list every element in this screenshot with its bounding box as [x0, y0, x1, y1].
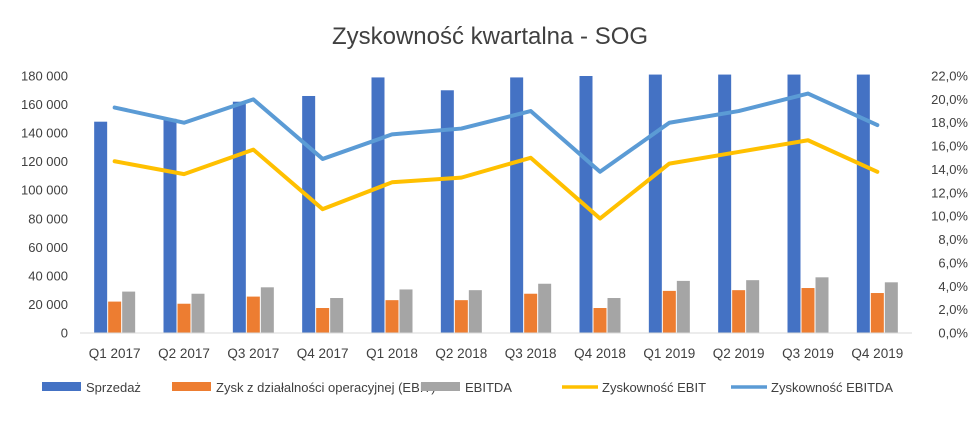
bar-ebitda — [607, 298, 621, 333]
bar-zysk-z-dzia-alno-ci-operacyjnej-ebit- — [108, 301, 122, 333]
category-label: Q1 2017 — [89, 346, 141, 361]
bar-zysk-z-dzia-alno-ci-operacyjnej-ebit- — [385, 300, 399, 333]
bar-ebitda — [746, 280, 760, 333]
legend-label: EBITDA — [465, 380, 512, 395]
right-tick-label: 6,0% — [938, 255, 968, 270]
bar-ebitda — [399, 289, 413, 333]
bar-ebitda — [260, 287, 274, 333]
bar-sprzeda- — [371, 77, 385, 333]
left-tick-label: 60 000 — [28, 240, 68, 255]
bar-zysk-z-dzia-alno-ci-operacyjnej-ebit- — [662, 290, 676, 333]
bar-ebitda — [676, 280, 690, 333]
bar-zysk-z-dzia-alno-ci-operacyjnej-ebit- — [454, 300, 468, 333]
right-tick-label: 10,0% — [931, 209, 968, 224]
chart-title: Zyskowność kwartalna - SOG — [332, 23, 648, 50]
bar-ebitda — [122, 291, 136, 333]
left-tick-label: 160 000 — [21, 97, 68, 112]
bar-sprzeda- — [163, 118, 177, 333]
line-zyskowno-ebitda — [112, 91, 880, 174]
category-label: Q1 2019 — [643, 346, 695, 361]
right-tick-label: 16,0% — [931, 139, 968, 154]
bar-zysk-z-dzia-alno-ci-operacyjnej-ebit- — [316, 308, 330, 333]
legend-label: Sprzedaż — [86, 380, 141, 395]
category-label: Q2 2018 — [435, 346, 487, 361]
bar-ebitda — [468, 290, 482, 333]
right-tick-label: 18,0% — [931, 115, 968, 130]
bar-sprzeda- — [510, 77, 524, 333]
legend-swatch — [42, 382, 81, 391]
bar-zysk-z-dzia-alno-ci-operacyjnej-ebit- — [593, 308, 607, 333]
left-tick-label: 180 000 — [21, 69, 68, 84]
legend-label: Zysk z działalności operacyjnej (EBIT) — [216, 380, 436, 395]
category-label: Q4 2018 — [574, 346, 626, 361]
left-tick-label: 0 — [61, 326, 68, 341]
bar-ebitda — [538, 283, 552, 333]
category-label: Q3 2018 — [505, 346, 557, 361]
bar-sprzeda- — [232, 101, 246, 333]
left-tick-label: 40 000 — [28, 268, 68, 283]
right-tick-label: 14,0% — [931, 162, 968, 177]
legend-swatch — [172, 382, 211, 391]
right-tick-label: 0,0% — [938, 326, 968, 341]
bar-sprzeda- — [440, 90, 454, 334]
category-label: Q2 2017 — [158, 346, 210, 361]
left-tick-label: 140 000 — [21, 126, 68, 141]
bar-zysk-z-dzia-alno-ci-operacyjnej-ebit- — [177, 303, 191, 333]
bar-ebitda — [815, 277, 829, 333]
left-tick-label: 120 000 — [21, 154, 68, 169]
bar-sprzeda- — [94, 121, 108, 333]
bar-ebitda — [884, 282, 898, 333]
right-tick-label: 20,0% — [931, 92, 968, 107]
bar-sprzeda- — [302, 95, 316, 333]
right-axis: 0,0% 2,0% 4,0% 6,0% 8,0% 10,0% 12,0% 14,0% 16,0%… — [931, 69, 968, 341]
category-label: Q4 2017 — [297, 346, 349, 361]
bar-zysk-z-dzia-alno-ci-operacyjnej-ebit- — [801, 288, 815, 333]
legend-label: Zyskowność EBITDA — [771, 380, 893, 395]
right-tick-label: 8,0% — [938, 232, 968, 247]
category-label: Q2 2019 — [713, 346, 765, 361]
left-tick-label: 80 000 — [28, 211, 68, 226]
right-tick-label: 2,0% — [938, 302, 968, 317]
bar-sprzeda- — [648, 74, 662, 334]
category-labels: Q1 2017 Q2 2017 Q3 2017 Q4 2017 Q1 2018 Q2 20… — [89, 346, 903, 361]
left-tick-label: 100 000 — [21, 183, 68, 198]
bar-sprzeda- — [787, 74, 801, 334]
left-tick-label: 20 000 — [28, 297, 68, 312]
right-tick-label: 4,0% — [938, 279, 968, 294]
bar-sprzeda- — [718, 74, 732, 334]
bar-zysk-z-dzia-alno-ci-operacyjnej-ebit- — [524, 293, 538, 333]
category-label: Q1 2018 — [366, 346, 418, 361]
legend-swatch — [421, 382, 460, 391]
bar-zysk-z-dzia-alno-ci-operacyjnej-ebit- — [732, 290, 746, 333]
right-tick-label: 12,0% — [931, 185, 968, 200]
category-label: Q4 2019 — [851, 346, 903, 361]
bar-sprzeda- — [856, 74, 870, 334]
bar-ebitda — [191, 293, 205, 333]
bar-zysk-z-dzia-alno-ci-operacyjnej-ebit- — [246, 296, 260, 333]
bar-zysk-z-dzia-alno-ci-operacyjnej-ebit- — [870, 293, 884, 333]
category-label: Q3 2017 — [227, 346, 279, 361]
legend-label: Zyskowność EBIT — [602, 380, 706, 395]
bar-series — [94, 74, 898, 334]
bar-ebitda — [330, 298, 344, 333]
legend: Sprzedaż Zysk z działalności operacyjnej … — [42, 380, 893, 395]
category-label: Q3 2019 — [782, 346, 834, 361]
line-series — [112, 91, 880, 221]
right-tick-label: 22,0% — [931, 69, 968, 84]
left-axis: 0 20 000 40 000 60 000 80 000 100 000 120 000 1… — [21, 69, 68, 341]
line-zyskowno-ebit — [112, 138, 880, 221]
